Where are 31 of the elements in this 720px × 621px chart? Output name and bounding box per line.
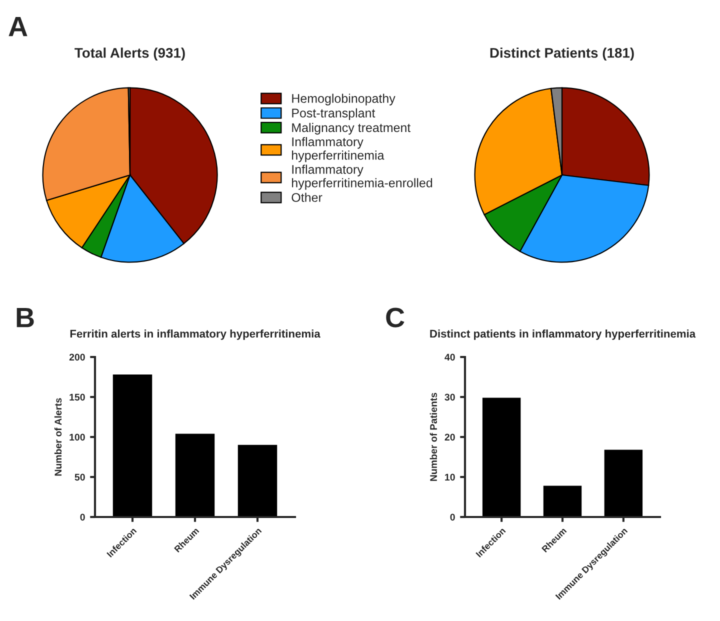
bar <box>542 484 583 517</box>
y-tick-label: 150 <box>70 394 85 401</box>
legend-label: Inflammatory hyperferritinemia <box>292 137 384 162</box>
y-tick-label: 200 <box>69 354 85 361</box>
text: A <box>8 17 28 36</box>
y-tick-label: 100 <box>70 434 85 441</box>
y-tick-label: 0 <box>80 514 85 521</box>
y-tick-label: 40 <box>444 354 455 361</box>
y-tick-label: 10 <box>445 474 455 481</box>
y-tick-label: 30 <box>444 394 455 401</box>
y-tick-label: 0 <box>450 514 455 521</box>
chart-title: Distinct Patients (181) <box>490 48 634 61</box>
legend-label: Hemoglobinopathy <box>292 94 396 106</box>
chart-title: Total Alerts (931) <box>74 48 185 61</box>
bar <box>174 432 216 517</box>
y-tick-label: 50 <box>74 474 85 481</box>
y-tick-label: 20 <box>444 434 455 441</box>
legend-label: Post-transplant <box>292 108 376 120</box>
bar <box>481 396 522 517</box>
legend-label: Malignancy treatment <box>292 122 411 135</box>
text: B <box>16 308 34 328</box>
chart-title: Distinct patients in inflammatory hyperferritinemia <box>430 330 696 340</box>
y-axis-title: Number of Alerts <box>54 398 62 476</box>
legend-label: Other <box>292 192 322 202</box>
text: C <box>386 308 404 328</box>
bar <box>111 373 154 517</box>
chart-title: Ferritin alerts in inflammatory hyperferritinemia <box>70 330 320 340</box>
legend-label: Inflammatory hyperferritinemia-enrolled <box>292 164 432 190</box>
bar <box>236 444 279 517</box>
bar <box>602 448 644 517</box>
y-axis-title: Number of Patients <box>430 392 437 481</box>
